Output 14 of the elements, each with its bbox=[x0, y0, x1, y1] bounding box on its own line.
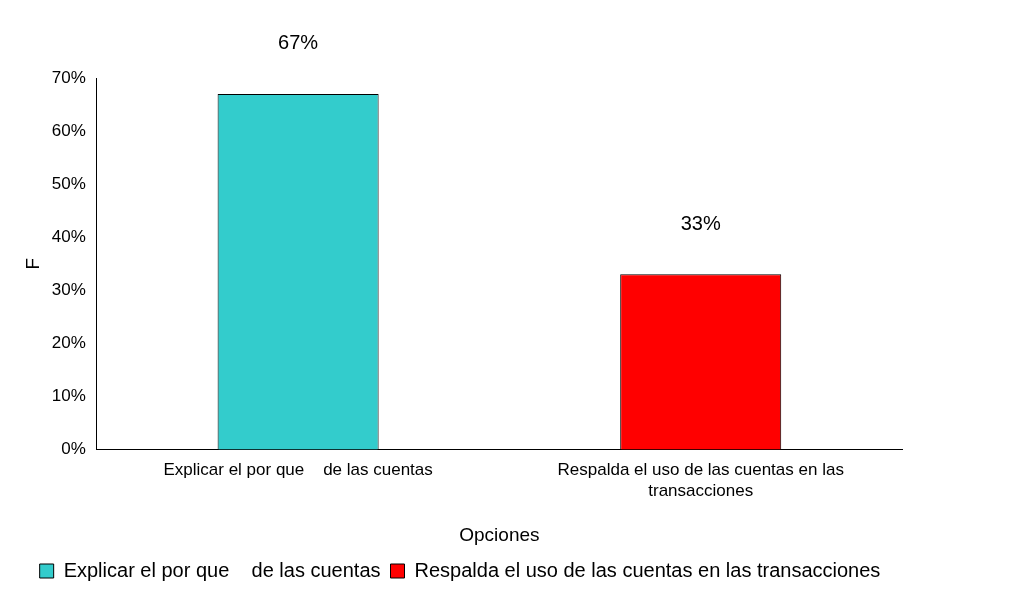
y-tick-label: 40% bbox=[51, 226, 86, 246]
y-tick-label: 30% bbox=[51, 279, 86, 299]
data-label: 33% bbox=[680, 211, 721, 234]
y-tick-label: 50% bbox=[51, 173, 86, 193]
legend-label: Explicar el por que de las cuentas bbox=[63, 558, 381, 581]
y-tick-label: 10% bbox=[51, 386, 86, 406]
data-label: 67% bbox=[278, 31, 319, 54]
y-tick-label: 70% bbox=[51, 67, 86, 87]
y-tick-label: 20% bbox=[51, 332, 86, 352]
y-axis-title: F bbox=[21, 257, 43, 270]
y-tick-label: 60% bbox=[51, 120, 86, 140]
legend-label: Respalda el uso de las cuentas en las transacciones bbox=[414, 558, 881, 581]
y-tick-label: 0% bbox=[61, 439, 86, 459]
x-axis-title: Opciones bbox=[459, 523, 540, 545]
